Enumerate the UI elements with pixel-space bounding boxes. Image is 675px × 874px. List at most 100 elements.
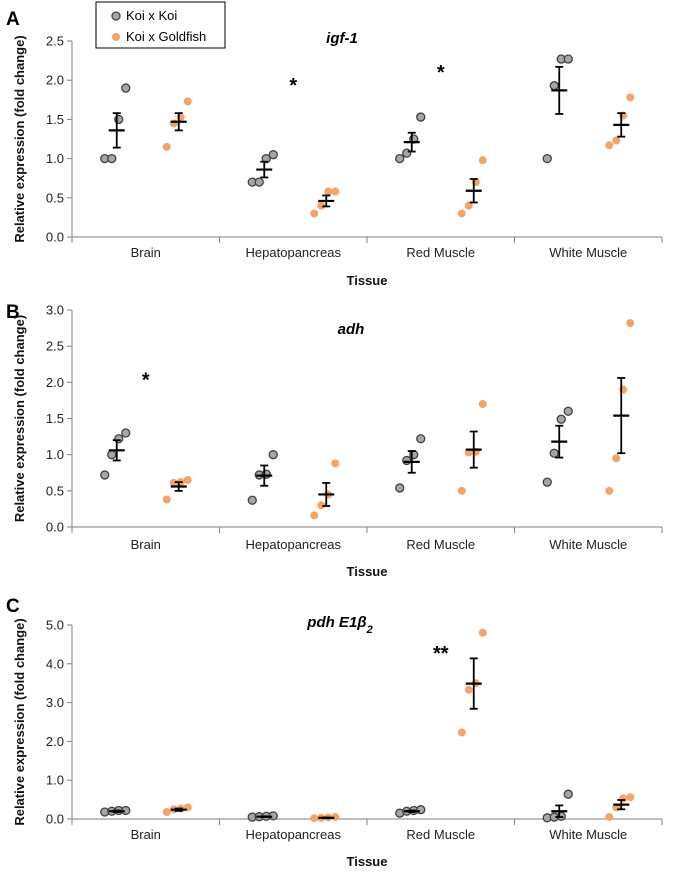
- data-point-hybrid: [626, 319, 635, 328]
- y-tick-label: 1.0: [46, 447, 64, 462]
- y-tick-label: 3.0: [46, 695, 64, 710]
- data-point-hybrid: [317, 201, 326, 210]
- x-axis-title: Tissue: [347, 564, 388, 579]
- data-point-koi: [556, 414, 566, 424]
- data-point-koi: [549, 448, 559, 458]
- chart-title: pdh E1β2: [306, 614, 372, 636]
- data-point-hybrid: [478, 400, 487, 409]
- y-tick-label: 4.0: [46, 656, 64, 671]
- legend-marker-koi: [111, 11, 121, 21]
- data-point-koi: [549, 81, 559, 91]
- y-tick-label: 0.5: [46, 190, 64, 205]
- y-tick-label: 2.5: [46, 34, 64, 49]
- category-label: White Muscle: [549, 827, 627, 842]
- legend: Koi x Koi Koi x Goldfish: [95, 1, 226, 49]
- y-tick-label: 3.0: [46, 303, 64, 318]
- significance-marker: *: [437, 62, 445, 84]
- data-point-hybrid: [626, 93, 635, 102]
- data-point-koi: [268, 150, 278, 160]
- significance-marker: **: [433, 643, 449, 665]
- legend-label-hybrid: Koi x Goldfish: [126, 29, 206, 44]
- data-point-hybrid: [605, 486, 614, 495]
- y-axis-title: Relative expression (fold change): [12, 618, 27, 825]
- category-label: Hepatopancreas: [246, 245, 342, 260]
- y-tick-label: 1.5: [46, 411, 64, 426]
- category-label: Brain: [131, 245, 161, 260]
- category-label: White Muscle: [549, 537, 627, 552]
- data-point-koi: [563, 54, 573, 64]
- data-point-hybrid: [464, 685, 473, 694]
- data-point-hybrid: [605, 813, 614, 822]
- y-tick-label: 1.0: [46, 773, 64, 788]
- significance-marker: *: [289, 75, 297, 97]
- y-tick-label: 2.5: [46, 339, 64, 354]
- data-point-koi: [107, 450, 117, 460]
- panel-letter: A: [6, 9, 20, 30]
- data-point-hybrid: [331, 813, 340, 822]
- data-point-hybrid: [331, 187, 340, 196]
- panel-letter: C: [6, 596, 20, 617]
- data-point-hybrid: [605, 141, 614, 150]
- legend-marker-hybrid: [112, 33, 120, 41]
- category-label: Red Muscle: [406, 827, 475, 842]
- x-axis-title: Tissue: [347, 273, 388, 288]
- data-point-koi: [542, 477, 552, 487]
- y-tick-label: 0.0: [46, 230, 64, 245]
- data-point-hybrid: [162, 495, 171, 504]
- y-tick-label: 2.0: [46, 375, 64, 390]
- y-axis-title: Relative expression (fold change): [12, 35, 27, 242]
- data-point-koi: [542, 153, 552, 164]
- data-point-koi: [402, 455, 412, 466]
- y-tick-label: 2.0: [46, 734, 64, 749]
- data-point-hybrid: [310, 511, 319, 520]
- data-point-koi: [416, 805, 426, 815]
- data-point-hybrid: [478, 628, 487, 637]
- data-point-koi: [416, 112, 426, 122]
- y-tick-label: 2.0: [46, 73, 64, 88]
- significance-marker: *: [142, 370, 150, 392]
- data-point-hybrid: [612, 454, 621, 463]
- data-point-hybrid: [457, 209, 466, 218]
- data-point-hybrid: [626, 793, 635, 802]
- category-label: White Muscle: [549, 245, 627, 260]
- data-point-koi: [416, 434, 426, 444]
- y-tick-label: 0.0: [46, 812, 64, 827]
- data-point-koi: [395, 483, 405, 493]
- legend-label-koi: Koi x Koi: [126, 8, 177, 23]
- category-label: Brain: [131, 537, 161, 552]
- data-point-hybrid: [457, 728, 466, 737]
- y-axis-title: Relative expression (fold change): [12, 315, 27, 522]
- data-point-hybrid: [464, 201, 473, 210]
- y-tick-label: 1.0: [46, 151, 64, 166]
- panel-letter: B: [6, 302, 20, 323]
- chart-title: adh: [338, 321, 365, 338]
- x-axis-title: Tissue: [347, 854, 388, 869]
- data-point-koi: [395, 153, 405, 164]
- data-point-koi: [121, 83, 131, 93]
- data-point-hybrid: [317, 501, 326, 510]
- data-point-koi: [121, 428, 131, 438]
- data-point-hybrid: [310, 209, 319, 218]
- data-point-koi: [268, 450, 278, 460]
- data-point-koi: [402, 148, 412, 158]
- category-label: Hepatopancreas: [246, 537, 342, 552]
- data-point-koi: [563, 406, 573, 416]
- data-point-hybrid: [478, 156, 487, 165]
- category-label: Hepatopancreas: [246, 827, 342, 842]
- data-point-hybrid: [169, 119, 178, 128]
- data-point-koi: [563, 789, 573, 799]
- y-tick-label: 1.5: [46, 112, 64, 127]
- chart-title-main: pdh E1β: [306, 614, 366, 631]
- data-point-hybrid: [183, 475, 192, 484]
- data-point-koi: [247, 495, 257, 505]
- data-point-hybrid: [331, 459, 340, 468]
- data-point-hybrid: [162, 142, 171, 151]
- chart-title: igf-1: [326, 30, 358, 47]
- data-point-koi: [254, 177, 264, 187]
- category-label: Red Muscle: [406, 245, 475, 260]
